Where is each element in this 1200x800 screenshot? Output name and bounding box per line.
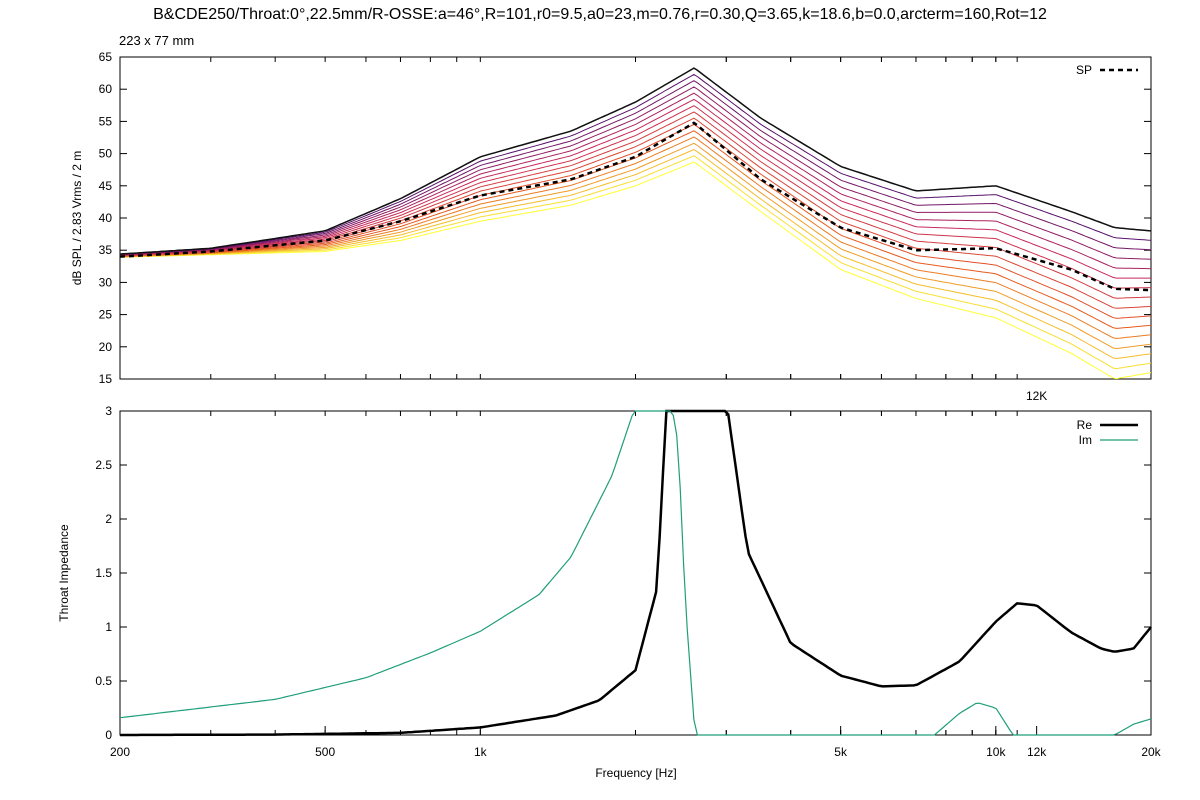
- x-tick-label: 12K: [1026, 389, 1047, 403]
- spl-series: [119, 121, 1152, 292]
- legend-label: Re: [1077, 418, 1093, 432]
- x-tick-label: 500: [315, 745, 335, 759]
- polar-curve: [119, 136, 1152, 339]
- spl-polar-curves: [119, 67, 1152, 380]
- spl-legend: SP: [1076, 63, 1138, 77]
- x-tick-label: 1k: [474, 745, 488, 759]
- chart-subtitle: 223 x 77 mm: [119, 33, 195, 48]
- y-tick-label: 1.5: [95, 566, 112, 580]
- y-tick-label: 25: [99, 308, 113, 322]
- polar-curve: [119, 98, 1151, 279]
- spl-plot-frame: [119, 56, 1152, 380]
- impedance-plot-frame: [119, 410, 1152, 736]
- polar-curve: [119, 149, 1152, 360]
- y-tick-label: 15: [99, 372, 113, 386]
- x-tick-label: 20k: [1141, 745, 1161, 759]
- y-tick-label: 0.5: [95, 674, 112, 688]
- im-series-line: [119, 410, 1152, 736]
- impedance-axis-ticks: 0 0.5 1 1.5 2 2.5 3 200 500 1k 5k 10k 12k 20k: [95, 404, 1161, 759]
- polar-curve: [119, 80, 1152, 255]
- impedance-y-axis-label: Throat Impedance: [57, 524, 71, 622]
- spl-axis-ticks: 15 20 25 30 35 40 45 50 55 60 65 12K: [99, 50, 1152, 403]
- y-tick-label: 20: [99, 340, 113, 354]
- chart-title: B&CDE250/Throat:0°,22.5mm/R-OSSE:a=46°,R…: [153, 6, 1047, 23]
- y-tick-label: 0: [105, 728, 112, 742]
- polar-curve: [119, 73, 1152, 255]
- polar-curve: [119, 86, 1152, 260]
- impedance-series: [119, 409, 1152, 737]
- spl-y-axis-label: dB SPL / 2.83 Vrms / 2 m: [70, 151, 84, 286]
- sp-series-line: [119, 121, 1152, 292]
- polar-curve: [119, 105, 1151, 289]
- polar-curve: [119, 130, 1152, 329]
- impedance-plot: 0 0.5 1 1.5 2 2.5 3 200 500 1k 5k 10k 12k 20k Throat …: [57, 404, 1162, 780]
- polar-curve: [119, 67, 1152, 255]
- y-tick-label: 30: [99, 275, 113, 289]
- y-tick-label: 65: [99, 50, 113, 64]
- x-tick-label: 200: [110, 745, 130, 759]
- polar-curve: [119, 155, 1152, 370]
- y-tick-label: 3: [105, 404, 112, 418]
- legend-label: SP: [1076, 63, 1092, 77]
- re-series-line: [120, 409, 1152, 737]
- impedance-x-axis-label: Frequency [Hz]: [595, 766, 676, 780]
- polar-curve: [119, 142, 1152, 350]
- polar-curve: [119, 161, 1152, 380]
- y-tick-label: 2: [105, 512, 112, 526]
- polar-curve: [119, 92, 1152, 270]
- legend-label: Im: [1079, 433, 1092, 447]
- x-tick-label: 10k: [986, 745, 1006, 759]
- y-tick-label: 1: [105, 620, 112, 634]
- y-tick-label: 55: [99, 114, 113, 128]
- polar-curve: [119, 111, 1152, 299]
- x-tick-label: 12k: [1027, 745, 1047, 759]
- y-tick-label: 35: [99, 243, 113, 257]
- polar-curve: [119, 117, 1152, 309]
- y-tick-label: 40: [99, 211, 113, 225]
- spl-plot: 15 20 25 30 35 40 45 50 55 60 65 12K dB SPL / 2.83 …: [70, 50, 1152, 403]
- y-tick-label: 2.5: [95, 458, 112, 472]
- x-tick-label: 5k: [834, 745, 848, 759]
- y-tick-label: 45: [99, 179, 113, 193]
- y-tick-label: 50: [99, 147, 113, 161]
- on-axis-curve: [119, 67, 1152, 255]
- y-tick-label: 60: [99, 82, 113, 96]
- polar-curve: [119, 123, 1152, 319]
